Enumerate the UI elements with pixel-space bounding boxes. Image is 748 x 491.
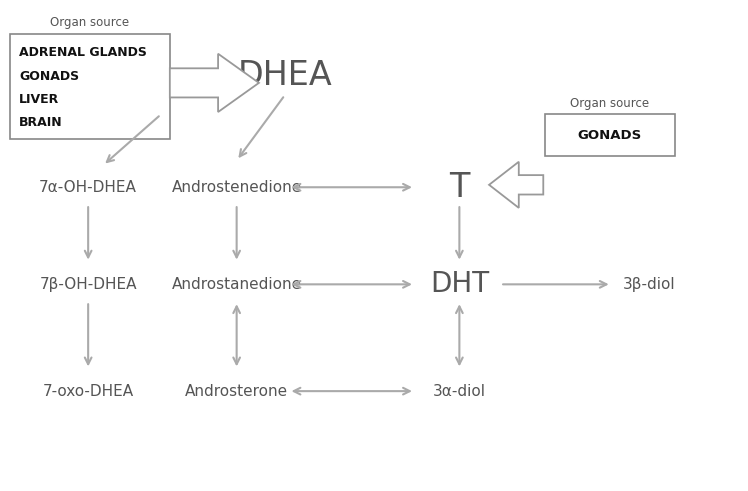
Polygon shape	[489, 162, 543, 208]
Text: Androstenedione: Androstenedione	[171, 180, 301, 195]
FancyBboxPatch shape	[10, 34, 170, 138]
Text: DHT: DHT	[430, 271, 489, 299]
Polygon shape	[170, 54, 259, 112]
Text: 3β-diol: 3β-diol	[622, 277, 675, 292]
Text: 7β-OH-DHEA: 7β-OH-DHEA	[40, 277, 137, 292]
Text: 7-oxo-DHEA: 7-oxo-DHEA	[43, 383, 134, 399]
FancyBboxPatch shape	[545, 114, 675, 156]
Text: Androstanedione: Androstanedione	[171, 277, 301, 292]
Text: 3α-diol: 3α-diol	[433, 383, 486, 399]
Text: Androsterone: Androsterone	[185, 383, 288, 399]
Text: T: T	[450, 171, 470, 204]
Text: Organ source: Organ source	[570, 97, 649, 109]
Text: 7α-OH-DHEA: 7α-OH-DHEA	[39, 180, 137, 195]
Text: GONADS: GONADS	[19, 70, 79, 83]
Text: GONADS: GONADS	[577, 129, 642, 141]
Text: LIVER: LIVER	[19, 93, 59, 106]
Text: ADRENAL GLANDS: ADRENAL GLANDS	[19, 47, 147, 59]
Text: BRAIN: BRAIN	[19, 116, 63, 129]
Text: DHEA: DHEA	[238, 59, 332, 92]
Text: Organ source: Organ source	[50, 17, 129, 29]
